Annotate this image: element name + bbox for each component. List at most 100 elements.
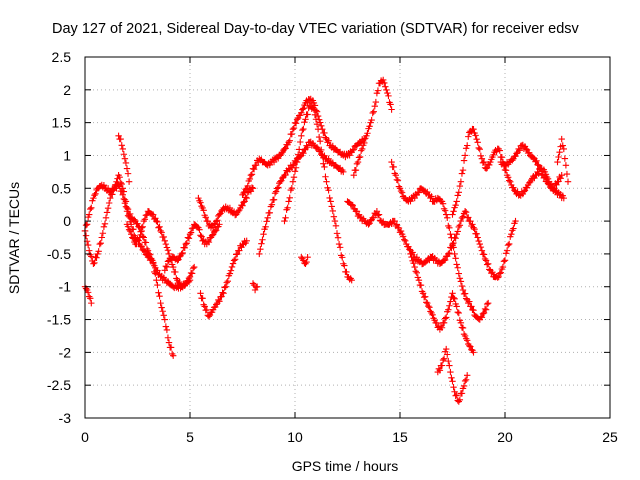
data-point: [247, 171, 255, 179]
data-point: [450, 294, 457, 301]
data-point: [161, 316, 168, 323]
data-point: [554, 158, 561, 166]
data-point: [87, 205, 94, 213]
data-point: [406, 246, 413, 253]
data-point: [506, 177, 513, 184]
data-point: [161, 237, 168, 244]
data-point: [175, 256, 182, 263]
data-point: [139, 223, 146, 231]
data-point: [471, 226, 478, 233]
data-point: [289, 126, 297, 133]
data-point: [251, 286, 259, 294]
data-point: [162, 240, 170, 248]
data-point: [254, 283, 261, 290]
data-point: [112, 181, 119, 188]
data-point: [146, 251, 154, 258]
data-point: [441, 256, 449, 264]
data-point: [504, 241, 512, 249]
data-point: [212, 227, 219, 235]
data-point: [117, 135, 124, 143]
y-tick-label: -1: [59, 279, 72, 295]
data-point: [560, 194, 567, 202]
data-point: [272, 188, 280, 195]
y-tick-label: 1: [63, 147, 71, 163]
data-point: [473, 136, 480, 143]
data-point: [239, 202, 246, 209]
data-point: [462, 376, 470, 383]
data-point: [113, 178, 120, 185]
data-point: [541, 173, 549, 181]
data-point: [478, 155, 486, 162]
data-point: [331, 217, 339, 225]
data-point: [157, 299, 164, 307]
data-point: [455, 189, 462, 196]
data-point: [154, 281, 161, 289]
data-point: [387, 101, 394, 108]
data-point: [452, 202, 459, 209]
data-point: [457, 217, 465, 225]
data-point: [553, 181, 560, 189]
data-point: [486, 161, 493, 169]
data-point: [184, 234, 192, 241]
data-point: [144, 247, 152, 254]
data-point: [156, 293, 163, 300]
data-point: [157, 227, 164, 235]
data-point: [499, 263, 507, 271]
data-point: [304, 253, 311, 261]
data-point: [120, 151, 128, 158]
series-arc-19: [449, 125, 565, 218]
data-point: [343, 268, 350, 276]
data-point: [242, 186, 249, 193]
data-point: [427, 308, 434, 315]
x-tick-label: 0: [81, 429, 89, 445]
data-point: [341, 262, 348, 269]
y-tick-label: -2.5: [47, 377, 71, 393]
data-point: [408, 253, 415, 261]
data-point: [536, 166, 543, 173]
data-point: [282, 171, 289, 179]
data-point: [281, 217, 288, 225]
data-point: [197, 199, 204, 206]
data-point: [462, 145, 470, 152]
series-arc-12: [281, 103, 355, 284]
data-point: [467, 343, 474, 350]
series-arc-2: [81, 171, 194, 292]
data-point: [234, 250, 241, 258]
data-point: [150, 259, 157, 266]
data-point: [446, 249, 453, 257]
data-point: [159, 308, 166, 315]
data-point: [501, 257, 509, 264]
y-tick-label: 2.5: [52, 49, 72, 65]
data-point: [445, 306, 452, 313]
data-point: [372, 98, 380, 106]
data-point: [101, 220, 109, 227]
data-point: [297, 138, 304, 146]
series-arc-8: [197, 237, 250, 320]
data-point: [350, 146, 357, 153]
data-point: [133, 240, 140, 248]
data-point: [461, 152, 469, 159]
data-point: [286, 137, 293, 144]
data-point: [170, 263, 177, 271]
data-point: [459, 166, 467, 174]
data-point: [262, 223, 269, 230]
data-point: [458, 390, 466, 397]
axis-ticks: 0 5 10 15 20 25 -3 -2.5 -2 -1.5 -1 -0.5 0 0.5 1 1.5 2 2.5: [47, 49, 618, 445]
data-point: [188, 270, 196, 277]
data-point: [310, 106, 318, 113]
data-point: [160, 233, 167, 241]
data-point: [97, 240, 104, 247]
data-point: [117, 179, 124, 187]
data-point: [384, 89, 391, 97]
data-point: [141, 216, 149, 223]
data-point: [462, 209, 470, 216]
data-point: [503, 247, 511, 254]
data-point: [451, 250, 458, 258]
data-point: [126, 227, 134, 235]
data-point: [154, 218, 161, 226]
data-point: [454, 308, 461, 316]
data-point: [498, 153, 506, 161]
data-point: [86, 247, 93, 254]
data-point: [142, 212, 150, 219]
